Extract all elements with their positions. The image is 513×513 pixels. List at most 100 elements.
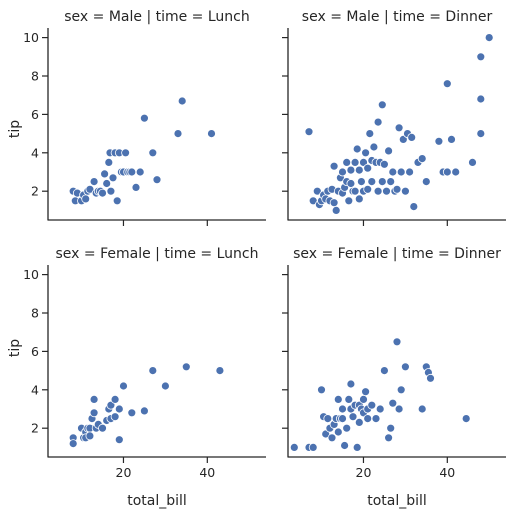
scatter-point xyxy=(400,362,410,372)
scatter-point xyxy=(377,177,387,187)
scatter-point xyxy=(375,404,385,414)
scatter-point xyxy=(329,198,339,208)
scatter-point xyxy=(110,412,120,422)
scatter-point xyxy=(207,129,216,139)
scatter-point xyxy=(173,129,183,139)
panel-male-lunch: 2 4 6 8 10 xyxy=(23,28,266,226)
scatter-point xyxy=(127,167,137,177)
scatter-point xyxy=(121,148,130,158)
scatter-point xyxy=(289,442,299,452)
scatter-point xyxy=(148,366,158,376)
x-tick-label: 20 xyxy=(356,465,372,480)
x-tick-label: 40 xyxy=(439,465,455,480)
scatter-point xyxy=(361,387,371,397)
scatter-point xyxy=(139,406,149,416)
scatter-point xyxy=(148,148,158,158)
scatter-point xyxy=(119,381,128,391)
scatter-point xyxy=(344,196,354,206)
scatter-point xyxy=(400,186,410,196)
scatter-point xyxy=(181,362,191,372)
scatter-point xyxy=(342,157,352,167)
scatter-point xyxy=(89,177,99,187)
y-tick-label: 2 xyxy=(31,184,39,199)
scatter-point xyxy=(135,167,145,177)
scatter-point xyxy=(394,123,404,133)
x-axis-label-right: total_bill xyxy=(367,493,427,509)
scatter-point xyxy=(476,129,486,139)
scatter-point xyxy=(405,167,415,177)
scatter-point xyxy=(112,196,122,206)
scatter-point xyxy=(382,186,391,196)
scatter-point xyxy=(434,136,444,146)
scatter-point xyxy=(342,423,352,433)
scatter-point xyxy=(451,167,461,177)
scatter-point xyxy=(338,414,347,424)
scatter-point xyxy=(379,159,389,169)
scatter-point xyxy=(484,33,494,42)
scatter-point xyxy=(392,184,402,194)
scatter-point xyxy=(384,146,394,156)
scatter-point xyxy=(447,134,456,144)
scatter-point xyxy=(308,442,318,452)
scatter-point xyxy=(386,177,396,187)
scatter-point xyxy=(377,100,387,110)
panel-title-female-lunch: sex = Female | time = Lunch xyxy=(56,246,259,262)
y-tick-label: 10 xyxy=(23,30,39,45)
scatter-point xyxy=(338,167,347,177)
x-axis-label-left: total_bill xyxy=(127,493,187,509)
scatter-point xyxy=(81,194,91,204)
scatter-point xyxy=(89,394,99,404)
y-axis-label-bottom: tip xyxy=(7,339,23,357)
scatter-point xyxy=(379,366,389,376)
scatter-point xyxy=(333,427,343,437)
scatter-point xyxy=(304,127,314,137)
scatter-point xyxy=(348,412,358,422)
scatter-point xyxy=(331,205,341,215)
scatter-point xyxy=(468,157,477,167)
y-tick-label: 8 xyxy=(31,69,39,84)
scatter-point xyxy=(396,167,406,177)
scatter-point xyxy=(215,366,225,376)
scatter-point xyxy=(89,408,99,418)
scatter-point xyxy=(354,165,364,175)
y-tick-label: 6 xyxy=(31,344,39,359)
scatter-point xyxy=(346,379,356,389)
scatter-point xyxy=(131,182,141,192)
scatter-point xyxy=(392,337,402,347)
scatter-point xyxy=(152,175,162,185)
scatter-point xyxy=(373,117,383,127)
scatter-point xyxy=(317,385,326,395)
scatter-point xyxy=(476,52,486,62)
scatter-point xyxy=(114,404,124,414)
scatter-point xyxy=(110,394,120,404)
panel-male-dinner xyxy=(282,28,506,226)
y-axis-label-top: tip xyxy=(7,120,23,138)
scatter-point xyxy=(102,179,112,188)
scatter-point xyxy=(68,439,78,449)
scatter-point xyxy=(369,142,379,152)
y-tick-label: 4 xyxy=(31,382,39,397)
scatter-point xyxy=(384,433,394,443)
scatter-point xyxy=(371,414,381,424)
y-tick-label: 8 xyxy=(31,306,39,321)
scatter-point xyxy=(104,157,114,167)
scatter-point xyxy=(350,157,360,167)
scatter-point xyxy=(344,394,354,404)
scatter-point xyxy=(442,79,452,89)
scatter-point xyxy=(396,385,406,395)
scatter-point xyxy=(409,202,419,212)
scatter-point xyxy=(352,144,362,154)
scatter-point xyxy=(323,414,333,424)
scatter-point xyxy=(98,423,107,433)
panel-female-lunch: 2 4 6 8 10 20 40 xyxy=(23,265,266,480)
panel-title-male-lunch: sex = Male | time = Lunch xyxy=(64,9,250,25)
scatter-point xyxy=(363,184,373,194)
scatter-point xyxy=(394,404,404,414)
scatter-point xyxy=(85,431,95,441)
scatter-point xyxy=(98,188,107,198)
scatter-point xyxy=(333,394,343,404)
scatter-point xyxy=(386,423,396,433)
y-tick-label: 4 xyxy=(31,145,39,160)
y-tick-label: 6 xyxy=(31,107,39,122)
scatter-point xyxy=(365,129,375,139)
